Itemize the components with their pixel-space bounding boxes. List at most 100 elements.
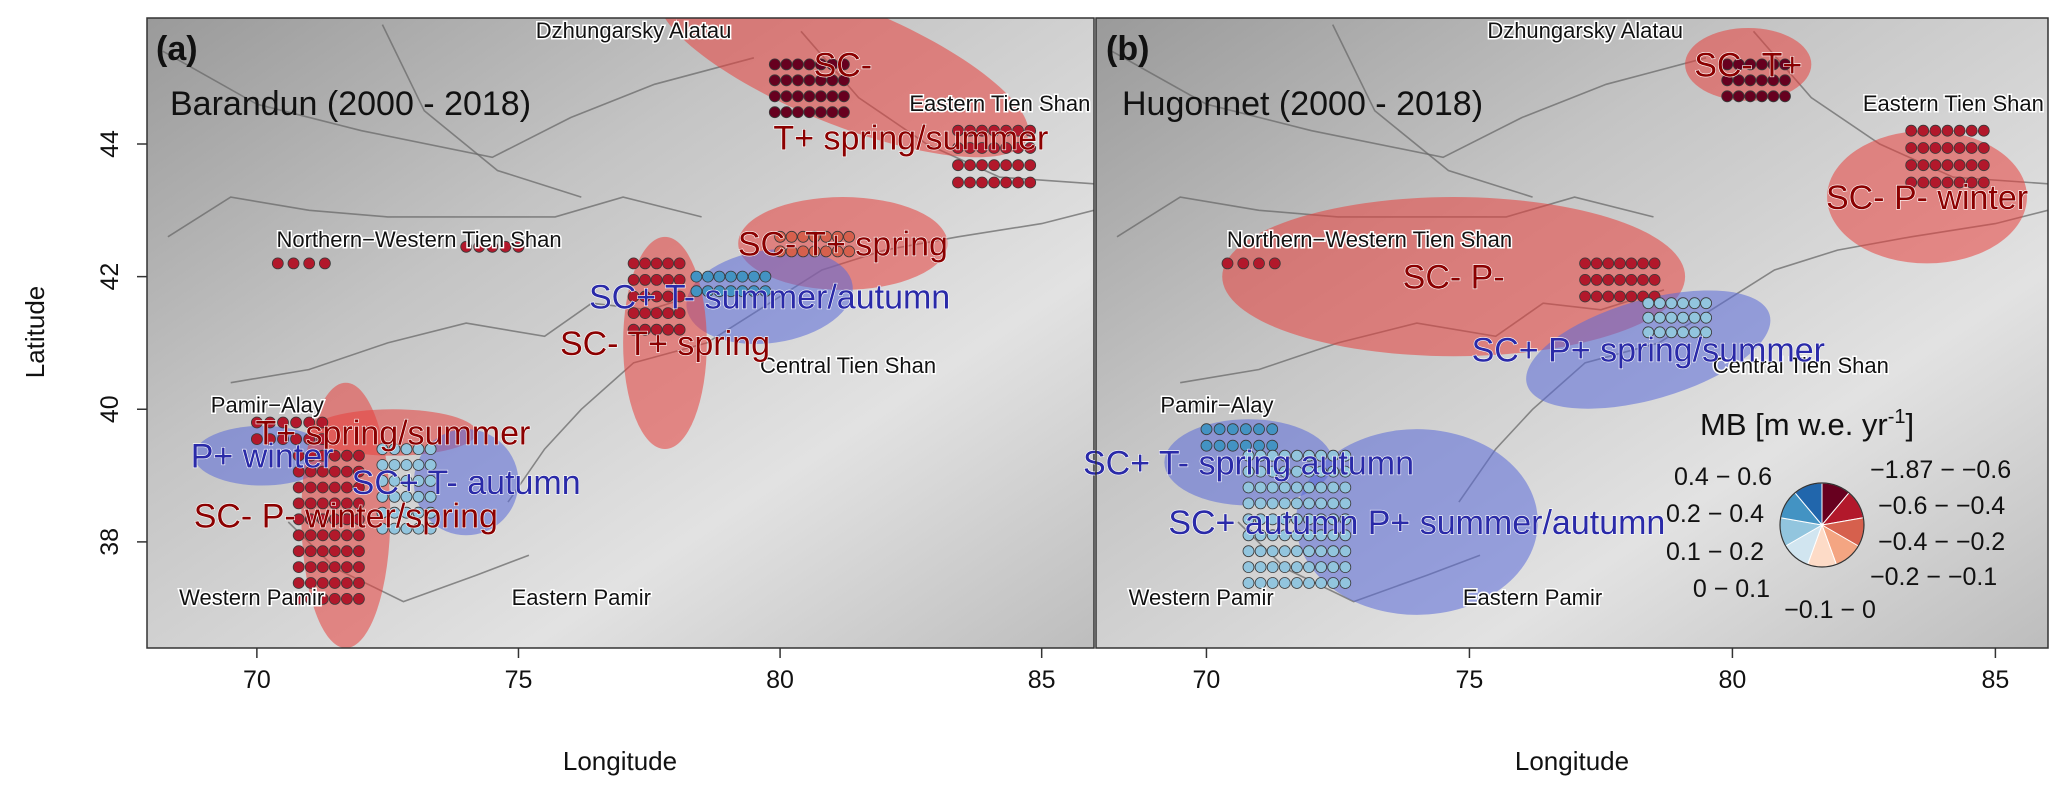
legend-label: −0.4 − −0.2: [1878, 528, 2005, 556]
glacier-point: [820, 230, 832, 243]
cluster-ellipse: [413, 429, 519, 536]
glacier-point: [400, 474, 413, 487]
glacier-point: [1242, 513, 1255, 526]
glacier-point: [1278, 465, 1291, 478]
glacier-point: [1266, 545, 1279, 558]
glacier-point: [292, 545, 305, 558]
glacier-point: [1905, 124, 1918, 137]
panel-frame: [1095, 17, 2049, 649]
glacier-point: [1315, 465, 1327, 478]
glacier-point: [1941, 176, 1954, 189]
legend-label: −0.2 − −0.1: [1870, 563, 1997, 591]
glacier-point: [512, 240, 525, 253]
glacier-point: [1339, 497, 1352, 510]
glacier-point: [1024, 159, 1037, 172]
glacier-point: [1688, 311, 1701, 324]
glacier-point: [486, 240, 499, 253]
legend-label: −0.6 − −0.4: [1878, 492, 2005, 520]
glacier-point: [662, 307, 674, 320]
glacier-point: [1977, 176, 1990, 189]
glacier-point: [1266, 465, 1279, 478]
region-label: Northern−Western Tien Shan: [276, 227, 561, 252]
boundary-line: [1331, 24, 1533, 198]
glacier-point: [340, 529, 353, 542]
boundary-line: [1111, 50, 1707, 159]
glacier-point: [1254, 529, 1267, 542]
glacier-point: [316, 529, 329, 542]
glacier-point: [1303, 481, 1315, 494]
glacier-point: [1291, 497, 1303, 510]
glacier-point: [673, 323, 686, 336]
glacier-point: [662, 273, 674, 286]
glacier-point: [1254, 481, 1267, 494]
glacier-point: [780, 90, 793, 103]
glacier-point: [1226, 423, 1239, 436]
glacier-point: [340, 545, 353, 558]
glacier-point: [1642, 326, 1655, 339]
glacier-point: [292, 561, 305, 573]
glacier-point: [340, 561, 353, 573]
glacier-point: [328, 449, 341, 462]
glacier-point: [1665, 326, 1678, 339]
glacier-point: [792, 58, 804, 71]
glacier-point: [1000, 159, 1012, 172]
glacier-point: [1291, 545, 1303, 558]
glacier-point: [1278, 481, 1291, 494]
glacier-point: [768, 90, 781, 103]
glacier-point: [328, 497, 341, 510]
glacier-point: [1744, 90, 1757, 103]
glacier-point: [976, 124, 988, 137]
glacier-point: [292, 481, 305, 494]
legend-label: 0.2 − 0.4: [1666, 500, 1764, 528]
panel-subtitle: Hugonnet (2000 - 2018): [1122, 85, 1483, 123]
glacier-point: [1315, 561, 1327, 573]
glacier-point: [1700, 326, 1712, 339]
glacier-point: [759, 285, 772, 298]
glacier-point: [1315, 497, 1327, 510]
glacier-point: [1024, 142, 1037, 154]
panel-letter: (b): [1106, 30, 1149, 68]
glacier-point: [304, 497, 317, 510]
glacier-point: [1315, 577, 1327, 589]
glacier-point: [352, 561, 365, 573]
glacier-point: [1000, 176, 1012, 189]
glacier-point: [328, 593, 341, 605]
glacier-point: [964, 124, 976, 137]
glacier-point: [650, 257, 663, 270]
glacier-point: [815, 58, 827, 71]
glacier-point: [264, 416, 276, 429]
glacier-point: [713, 270, 726, 283]
trend-annotation: SC- P-: [1403, 259, 1505, 297]
glacier-point: [952, 176, 964, 189]
glacier-point: [1303, 529, 1315, 542]
glacier-point: [826, 74, 839, 87]
glacier-point: [1339, 561, 1352, 573]
glacier-point: [328, 577, 341, 589]
glacier-point: [639, 323, 651, 336]
glacier-point: [1226, 439, 1239, 452]
glacier-point: [303, 416, 316, 429]
glacier-point: [1977, 159, 1990, 172]
trend-annotation: SC- T+ spring: [560, 325, 770, 363]
glacier-point: [1200, 439, 1213, 452]
glacier-point: [1625, 273, 1638, 286]
glacier-point: [952, 142, 964, 154]
glacier-point: [1905, 159, 1918, 172]
glacier-point: [1732, 90, 1745, 103]
legend-label: 0 − 0.1: [1693, 575, 1770, 603]
glacier-point: [1291, 449, 1303, 462]
glacier-point: [803, 106, 816, 119]
glacier-point: [759, 270, 772, 283]
glacier-point: [250, 416, 263, 429]
x-tick-label: 80: [766, 666, 794, 694]
glacier-points: [250, 58, 1037, 605]
glacier-point: [768, 58, 781, 71]
glacier-point: [1266, 561, 1279, 573]
glacier-point: [1653, 297, 1666, 310]
glacier-point: [838, 106, 850, 119]
boundary-line: [162, 50, 755, 159]
glacier-point: [1012, 176, 1024, 189]
glacier-point: [292, 449, 305, 462]
glacier-point: [304, 465, 317, 478]
glacier-point: [988, 176, 1000, 189]
